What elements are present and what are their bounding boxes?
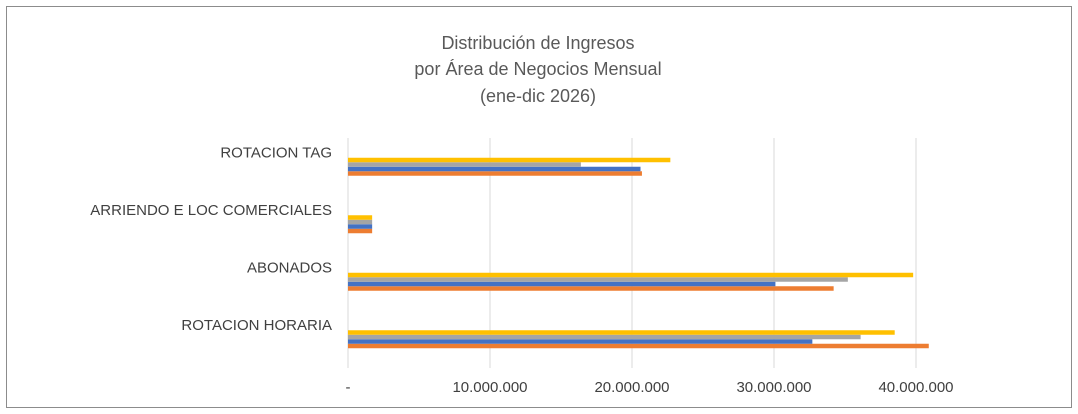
y-tick-label: ARRIENDO E LOC COMERCIALES [90,202,332,219]
bar [348,343,929,349]
bar [348,219,373,225]
y-tick-label: ABONADOS [247,260,332,277]
bar [348,339,813,344]
bar [348,334,861,340]
chart-title: Distribución de Ingresos [441,33,634,53]
chart-title: por Área de Negocios Mensual [414,59,661,79]
y-tick-label: ROTACION TAG [220,145,332,162]
x-tick-label: 20.000.000 [594,379,669,396]
bar [348,330,895,335]
bar [348,166,641,172]
x-tick-label: - [346,379,351,396]
bar [348,215,373,220]
bar [348,286,834,291]
x-tick-label: 30.000.000 [736,379,811,396]
bar [348,224,373,229]
bar [348,277,848,282]
x-tick-label: 40.000.000 [878,379,953,396]
bar [348,171,642,176]
bar [348,272,914,278]
chart-title: (ene-dic 2026) [480,86,596,106]
bar [348,157,671,163]
x-tick-label: 10.000.000 [452,379,527,396]
bar [348,162,581,167]
y-tick-label: ROTACION HORARIA [181,317,332,334]
bar [348,281,776,287]
bar [348,228,373,234]
